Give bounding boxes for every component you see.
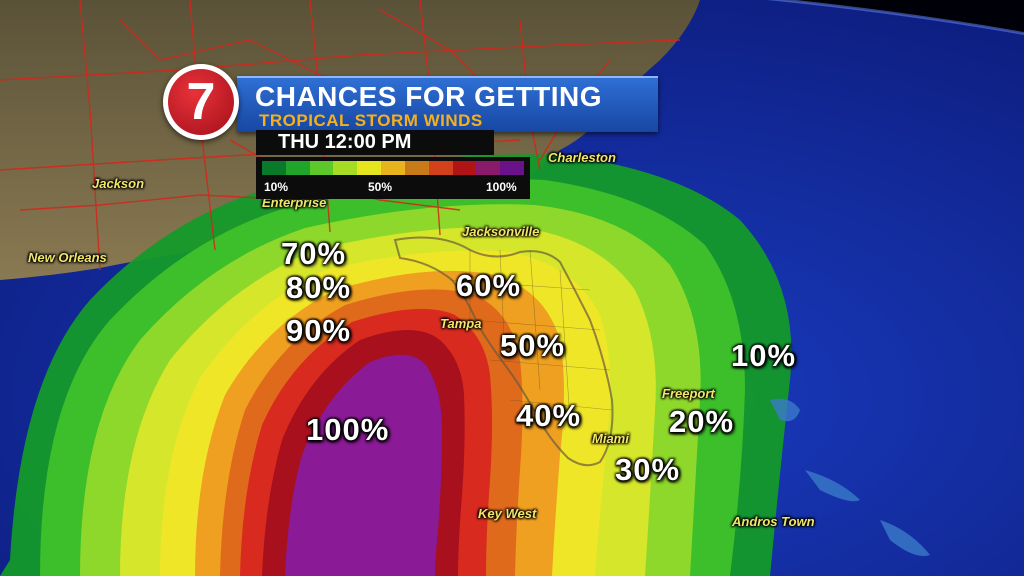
legend-mid-label: 50% bbox=[368, 180, 393, 194]
probability-legend: 10% 50% 100% bbox=[256, 157, 530, 199]
logo-disc: 7 bbox=[168, 69, 234, 135]
time-box: THU 12:00 PM bbox=[256, 130, 494, 155]
legend-swatch bbox=[262, 161, 286, 175]
forecast-time: THU 12:00 PM bbox=[278, 131, 412, 153]
city-andros-town: Andros Town bbox=[732, 514, 815, 529]
county-lines bbox=[449, 249, 613, 421]
florida-outline bbox=[393, 236, 614, 467]
prob-label-60: 60% bbox=[456, 268, 522, 303]
legend-swatch bbox=[357, 161, 382, 175]
city-jacksonville: Jacksonville bbox=[462, 224, 540, 239]
prob-label-70: 70% bbox=[281, 236, 347, 271]
band-100 bbox=[285, 354, 442, 576]
city-miami: Miami bbox=[592, 431, 629, 446]
bahamas-islands bbox=[770, 398, 930, 556]
city-tampa: Tampa bbox=[440, 316, 482, 331]
legend-swatch bbox=[476, 161, 501, 175]
title-subtitle: TROPICAL STORM WINDS bbox=[259, 111, 483, 130]
city-charleston: Charleston bbox=[548, 150, 616, 165]
legend-color-bar bbox=[262, 161, 524, 175]
legend-swatch bbox=[285, 161, 310, 175]
legend-swatch bbox=[309, 161, 334, 175]
legend-swatch bbox=[428, 161, 453, 175]
prob-label-90: 90% bbox=[286, 313, 352, 348]
city-jackson: Jackson bbox=[92, 176, 145, 191]
channel-7-logo: 7 bbox=[163, 64, 239, 140]
city-freeport: Freeport bbox=[662, 386, 715, 401]
legend-max-label: 100% bbox=[486, 180, 517, 194]
legend-swatch bbox=[500, 161, 524, 175]
legend-swatch bbox=[404, 161, 429, 175]
legend-swatch bbox=[333, 161, 358, 175]
prob-label-40: 40% bbox=[516, 398, 582, 433]
prob-label-50: 50% bbox=[500, 328, 566, 363]
prob-label-10: 10% bbox=[731, 338, 797, 373]
legend-min-label: 10% bbox=[264, 180, 289, 194]
legend-swatch bbox=[381, 161, 405, 175]
logo-number: 7 bbox=[186, 73, 216, 131]
prob-label-80: 80% bbox=[286, 270, 352, 305]
prob-label-20: 20% bbox=[669, 404, 735, 439]
city-key-west: Key West bbox=[478, 506, 537, 521]
title-main: CHANCES FOR GETTING bbox=[255, 81, 603, 112]
prob-label-100: 100% bbox=[306, 412, 390, 447]
prob-label-30: 30% bbox=[615, 452, 681, 487]
legend-swatch bbox=[452, 161, 477, 175]
city-new-orleans: New Orleans bbox=[28, 250, 107, 265]
title-banner: CHANCES FOR GETTING TROPICAL STORM WINDS bbox=[237, 76, 658, 132]
